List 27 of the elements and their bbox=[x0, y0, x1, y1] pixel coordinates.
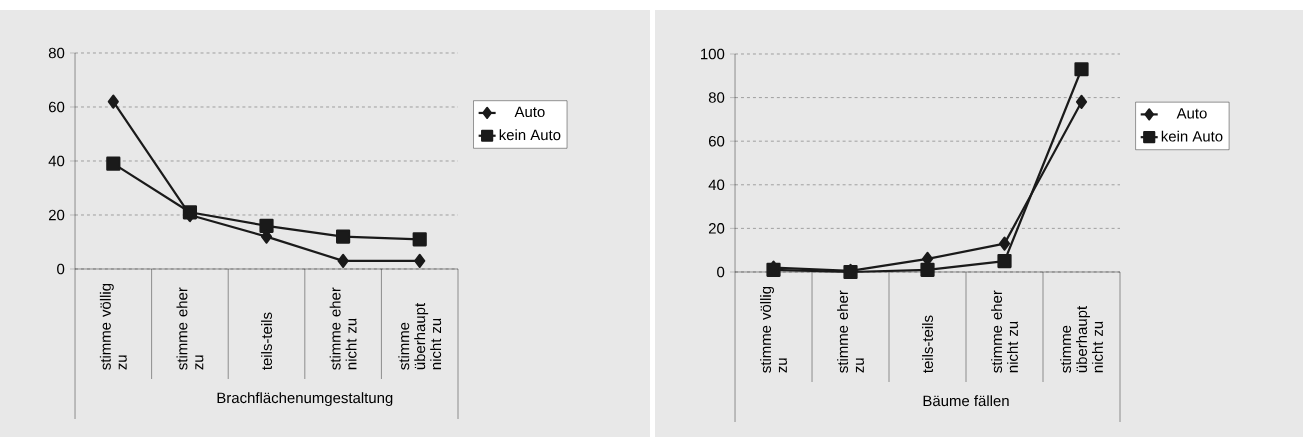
y-tick-label: 0 bbox=[717, 266, 725, 278]
x-tick-label: stimme völlig zu bbox=[99, 283, 127, 370]
legend-label: Auto bbox=[1176, 108, 1207, 119]
x-tick-label: teils-teils bbox=[261, 312, 272, 370]
y-tick-label: 80 bbox=[708, 92, 725, 103]
y-tick-label: 20 bbox=[708, 223, 725, 234]
y-tick-label: 80 bbox=[48, 47, 65, 59]
x-axis-title: Brachflächenumgestaltung bbox=[217, 392, 393, 407]
x-tick-label: stimme eher nicht zu bbox=[991, 290, 1018, 373]
y-tick-label: 100 bbox=[701, 48, 725, 60]
x-tick-label: stimme eher zu bbox=[176, 287, 204, 370]
x-tick-label: stimme eher zu bbox=[837, 290, 864, 373]
y-tick-label: 0 bbox=[57, 263, 65, 275]
x-tick-label: teils-teils bbox=[922, 315, 933, 373]
y-tick-label: 40 bbox=[708, 179, 725, 191]
y-tick-label: 20 bbox=[48, 209, 65, 221]
y-tick-label: 60 bbox=[708, 135, 725, 147]
legend-label: Auto bbox=[514, 106, 545, 118]
y-tick-label: 40 bbox=[48, 155, 65, 167]
x-tick-label: stimme eher nicht zu bbox=[329, 287, 357, 370]
x-tick-label: stimme völlig zu bbox=[760, 286, 787, 373]
y-tick-label: 60 bbox=[48, 101, 65, 113]
x-tick-label: stimme überhaupt nicht zu bbox=[398, 302, 442, 370]
x-axis-title: Bäume fällen bbox=[923, 395, 1009, 407]
x-tick-label: stimme überhaupt nicht zu bbox=[1060, 305, 1103, 373]
legend-label: kein Auto bbox=[499, 129, 561, 141]
legend-label: kein Auto bbox=[1161, 130, 1223, 142]
